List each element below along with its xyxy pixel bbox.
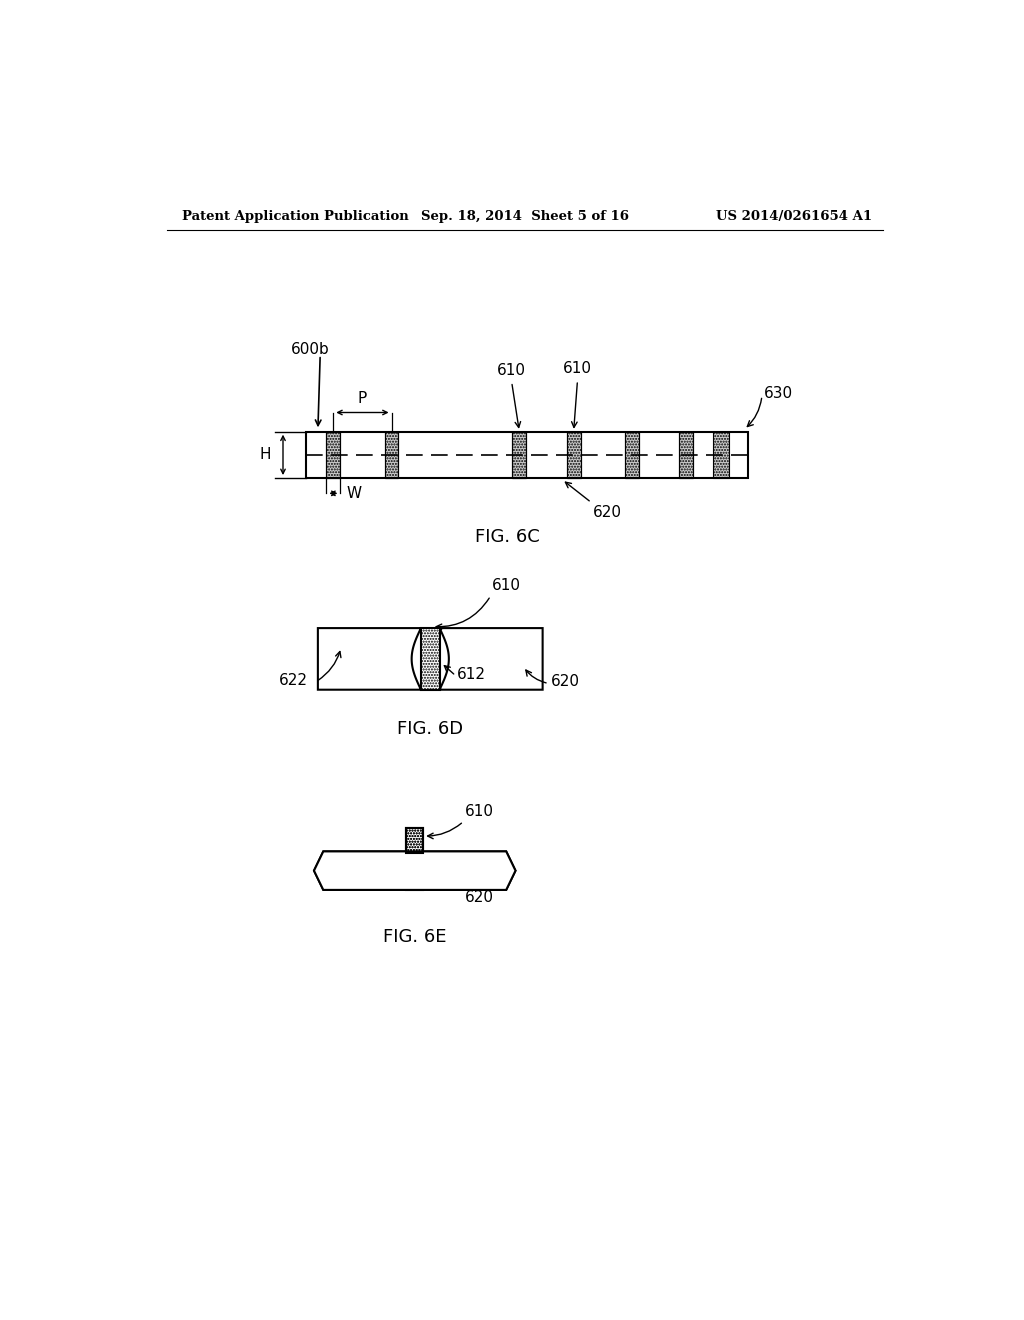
Bar xyxy=(512,432,526,478)
Bar xyxy=(327,432,340,478)
Text: 610: 610 xyxy=(563,362,592,376)
Text: Sep. 18, 2014  Sheet 5 of 16: Sep. 18, 2014 Sheet 5 of 16 xyxy=(421,210,629,223)
Bar xyxy=(327,432,340,478)
Bar xyxy=(385,432,398,478)
Text: US 2014/0261654 A1: US 2014/0261654 A1 xyxy=(716,210,872,223)
Text: 630: 630 xyxy=(764,385,793,401)
Text: FIG. 6C: FIG. 6C xyxy=(475,528,540,546)
Text: FIG. 6D: FIG. 6D xyxy=(397,721,463,738)
Polygon shape xyxy=(439,628,543,689)
Text: 612: 612 xyxy=(458,667,486,682)
Text: 620: 620 xyxy=(550,675,580,689)
Bar xyxy=(407,829,423,853)
Bar xyxy=(679,432,693,478)
Polygon shape xyxy=(314,851,515,890)
Bar xyxy=(566,432,581,478)
Text: 610: 610 xyxy=(497,363,526,378)
Bar xyxy=(512,432,526,478)
Text: H: H xyxy=(259,447,270,462)
Bar xyxy=(385,432,398,478)
Text: 610: 610 xyxy=(465,804,495,818)
Text: FIG. 6E: FIG. 6E xyxy=(383,928,446,946)
Bar xyxy=(713,432,729,478)
Bar xyxy=(625,432,639,478)
Text: 620: 620 xyxy=(593,506,622,520)
Text: P: P xyxy=(357,391,367,407)
Bar xyxy=(306,432,748,478)
Text: W: W xyxy=(346,486,361,500)
Text: Patent Application Publication: Patent Application Publication xyxy=(182,210,409,223)
Text: 620: 620 xyxy=(465,890,495,906)
Bar xyxy=(679,432,693,478)
Text: 610: 610 xyxy=(493,578,521,594)
Bar xyxy=(306,432,748,478)
Text: 600b: 600b xyxy=(291,342,330,356)
Bar xyxy=(566,432,581,478)
Polygon shape xyxy=(314,851,515,890)
Bar xyxy=(407,829,423,890)
Bar xyxy=(421,628,439,689)
Polygon shape xyxy=(317,628,421,689)
Bar xyxy=(625,432,639,478)
Text: 622: 622 xyxy=(280,673,308,688)
